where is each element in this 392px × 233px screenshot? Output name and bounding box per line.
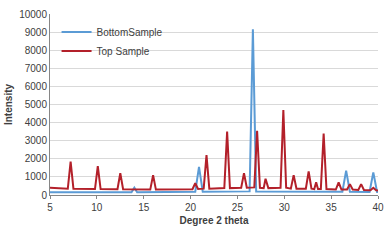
svg-text:1000: 1000 <box>25 171 48 182</box>
svg-text:Top Sample: Top Sample <box>97 46 150 57</box>
svg-text:9000: 9000 <box>25 27 48 38</box>
svg-text:3000: 3000 <box>25 135 48 146</box>
svg-text:40: 40 <box>372 202 384 213</box>
svg-text:6000: 6000 <box>25 81 48 92</box>
svg-text:35: 35 <box>326 202 338 213</box>
svg-text:25: 25 <box>232 202 244 213</box>
svg-text:4000: 4000 <box>25 117 48 128</box>
svg-text:Intensity: Intensity <box>3 84 14 126</box>
svg-text:5000: 5000 <box>25 99 48 110</box>
svg-text:BottomSample: BottomSample <box>97 27 163 38</box>
svg-text:0: 0 <box>41 190 47 201</box>
svg-text:2000: 2000 <box>25 153 48 164</box>
svg-text:7000: 7000 <box>25 63 48 74</box>
svg-text:20: 20 <box>185 202 197 213</box>
svg-text:10: 10 <box>91 202 103 213</box>
svg-text:8000: 8000 <box>25 45 48 56</box>
svg-text:Degree 2 theta: Degree 2 theta <box>180 215 249 226</box>
svg-text:5: 5 <box>47 202 53 213</box>
svg-text:30: 30 <box>279 202 291 213</box>
svg-text:15: 15 <box>138 202 150 213</box>
svg-text:10000: 10000 <box>19 9 47 20</box>
